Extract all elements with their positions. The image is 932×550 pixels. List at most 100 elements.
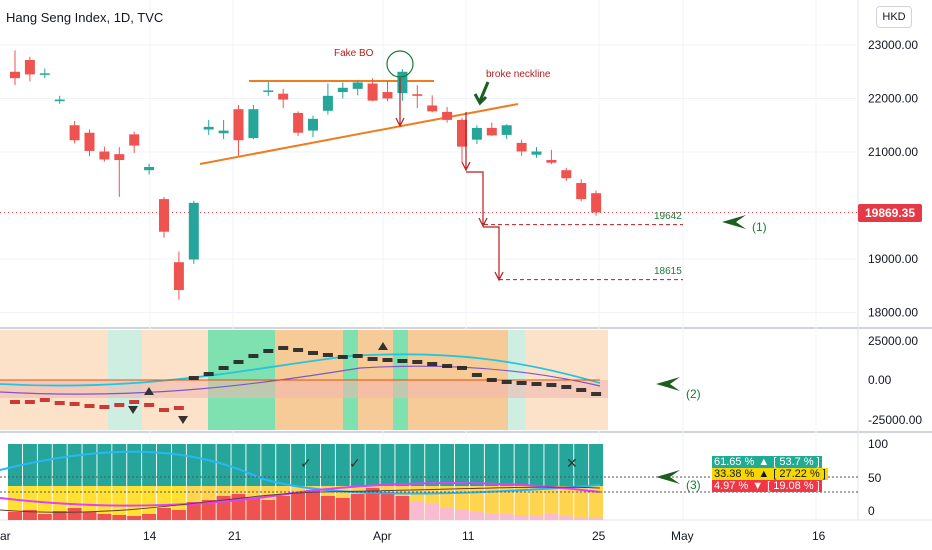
oscillator-bar bbox=[144, 403, 155, 407]
broke-neckline-label: broke neckline bbox=[486, 69, 551, 80]
distribution-bar bbox=[142, 514, 157, 520]
distribution-bar bbox=[484, 486, 499, 520]
time-tick-label: 14 bbox=[143, 529, 157, 543]
distribution-bar bbox=[306, 444, 320, 486]
oscillator-bar bbox=[516, 381, 527, 385]
candle-body bbox=[248, 109, 259, 139]
oscillator-bar bbox=[24, 400, 35, 404]
distribution-bar bbox=[52, 511, 67, 520]
distribution-bar bbox=[440, 444, 455, 486]
legend-bracket: [ 27.22 % ] bbox=[771, 468, 828, 480]
price-tick-label: 18000.00 bbox=[868, 306, 918, 320]
candle-body bbox=[293, 112, 304, 133]
target-level-label: 18615 bbox=[654, 266, 682, 277]
oscillator-bar bbox=[457, 366, 467, 370]
candle-body bbox=[84, 132, 95, 151]
candle-body bbox=[188, 202, 199, 260]
distribution-bar bbox=[589, 517, 604, 520]
distribution-bar bbox=[365, 488, 380, 520]
oscillator-bar bbox=[471, 373, 482, 377]
oscillator-bar bbox=[69, 402, 80, 406]
oscillator-bar bbox=[203, 372, 214, 376]
chart-title: Hang Seng Index, 1D, TVC bbox=[6, 10, 164, 25]
oscillator-bar bbox=[39, 398, 50, 402]
distribution-bar bbox=[67, 444, 82, 486]
distribution-bar bbox=[544, 486, 559, 520]
oscillator-bar bbox=[442, 364, 453, 368]
distribution-bar bbox=[484, 514, 499, 520]
candle-body bbox=[397, 71, 408, 94]
candle-body bbox=[546, 160, 557, 163]
indicator-tick-label: 100 bbox=[868, 437, 888, 451]
price-tick-label: 19000.00 bbox=[868, 252, 918, 266]
drop-arrow bbox=[466, 171, 488, 228]
price-tick-label: 23000.00 bbox=[868, 38, 918, 52]
price-tick-label: 21000.00 bbox=[868, 145, 918, 159]
distribution-bar bbox=[559, 516, 574, 520]
oscillator-bar bbox=[188, 376, 199, 380]
candle-body bbox=[99, 151, 110, 160]
distribution-bar bbox=[395, 496, 410, 520]
candle-body bbox=[516, 142, 527, 152]
distribution-bar bbox=[574, 486, 589, 520]
distribution-bar bbox=[37, 444, 52, 486]
distribution-bar bbox=[589, 486, 604, 520]
oscillator-bar bbox=[278, 346, 289, 350]
oscillator-bar bbox=[173, 406, 184, 410]
candle-body bbox=[576, 183, 587, 200]
oscillator-bar bbox=[501, 380, 512, 384]
indicator-tick-label: 0 bbox=[868, 504, 875, 518]
distribution-bar bbox=[529, 516, 544, 520]
oscillator-bar bbox=[397, 359, 408, 363]
legend-value: 4.97 % bbox=[712, 480, 751, 492]
indicator-tick-label: 0.00 bbox=[868, 373, 892, 387]
currency-button[interactable]: HKD bbox=[876, 6, 912, 28]
marker-arrow-1 bbox=[722, 215, 746, 229]
oscillator-bar bbox=[561, 385, 572, 389]
distribution-bar bbox=[22, 444, 37, 486]
distribution-bar bbox=[544, 514, 559, 520]
distribution-bar bbox=[186, 444, 201, 486]
distribution-bar bbox=[97, 514, 112, 520]
oscillator-bar bbox=[84, 404, 95, 408]
oscillator-bar bbox=[531, 382, 542, 386]
distribution-bar bbox=[514, 444, 529, 486]
time-tick-label: 16 bbox=[812, 529, 826, 543]
candle-body bbox=[263, 90, 274, 92]
distribution-bar bbox=[201, 500, 216, 520]
distribution-bar bbox=[127, 486, 142, 520]
distribution-bar bbox=[499, 444, 514, 486]
distribution-bar bbox=[350, 444, 365, 486]
distribution-bar bbox=[335, 498, 350, 520]
price-tick-label: 22000.00 bbox=[868, 92, 918, 106]
candle-body bbox=[308, 118, 318, 131]
oscillator-bar bbox=[99, 405, 110, 409]
candle-body bbox=[382, 92, 393, 99]
candle-body bbox=[203, 126, 214, 130]
candle-body bbox=[322, 95, 333, 111]
distribution-bar bbox=[112, 515, 127, 520]
time-tick-label: ar bbox=[0, 529, 11, 543]
distribution-bar bbox=[261, 500, 276, 520]
distribution-bar bbox=[306, 490, 320, 520]
candle-body bbox=[501, 125, 512, 135]
marker-label-1: (1) bbox=[752, 220, 767, 234]
legend-value: 33.38 % bbox=[712, 468, 757, 480]
marker-arrow-3 bbox=[656, 470, 680, 484]
distribution-bar bbox=[246, 444, 261, 486]
oscillator-bar bbox=[591, 392, 602, 396]
marker-label-3: (3) bbox=[686, 478, 701, 492]
distribution-bar bbox=[82, 512, 97, 520]
candle-body bbox=[39, 73, 50, 75]
legend-row: 33.38 % ▲[ 27.22 % ] bbox=[712, 468, 828, 480]
distribution-bar bbox=[276, 444, 291, 486]
down-triangle-marker bbox=[144, 387, 154, 395]
distribution-bar bbox=[112, 444, 127, 486]
distribution-bar bbox=[142, 486, 157, 520]
distribution-bar bbox=[8, 512, 22, 520]
oscillator-bar bbox=[263, 349, 274, 353]
distribution-bar bbox=[425, 504, 440, 520]
distribution-bar bbox=[440, 508, 455, 520]
